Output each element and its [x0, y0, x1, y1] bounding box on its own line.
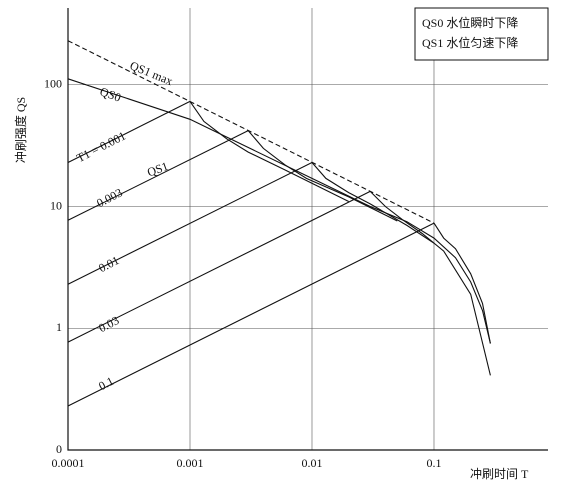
y-tick-label: 1 [56, 320, 62, 334]
line-label: QS0 [98, 84, 123, 104]
line-label: T1 = 0.001 [74, 129, 128, 166]
x-tick-label: 0.01 [301, 456, 322, 470]
legend-box [414, 7, 549, 61]
series-line [311, 162, 435, 244]
legend-entry: QS1 水位匀速下降 [422, 35, 518, 50]
series-line [67, 222, 435, 407]
line-label: 0.03 [96, 313, 121, 335]
y-axis-label: 冲刷强度 QS [13, 97, 28, 163]
x-tick-label: 0.001 [176, 456, 203, 470]
y-tick-label: 100 [44, 77, 62, 91]
curve-label: QS1 [145, 159, 170, 179]
series-line [67, 190, 371, 343]
axes [67, 8, 548, 451]
x-tick-label: 0.1 [426, 456, 441, 470]
series-line [67, 130, 249, 221]
series-line [67, 100, 191, 163]
y-tick-label: 10 [50, 198, 62, 212]
legend-entry: QS0 水位瞬时下降 [422, 15, 518, 30]
series-line [67, 40, 435, 224]
series-line [247, 130, 398, 222]
line-label: 0.1 [96, 374, 116, 393]
y-tick-label: 0 [56, 442, 62, 456]
x-tick-label: 0.0001 [52, 456, 85, 470]
x-axis-label: 冲刷时间 T [470, 466, 529, 481]
series-line [67, 78, 491, 344]
series-line [189, 101, 349, 202]
series-line [433, 222, 491, 344]
series-line [67, 162, 313, 285]
series-line [369, 191, 491, 376]
line-label: QS1 max [128, 58, 175, 88]
